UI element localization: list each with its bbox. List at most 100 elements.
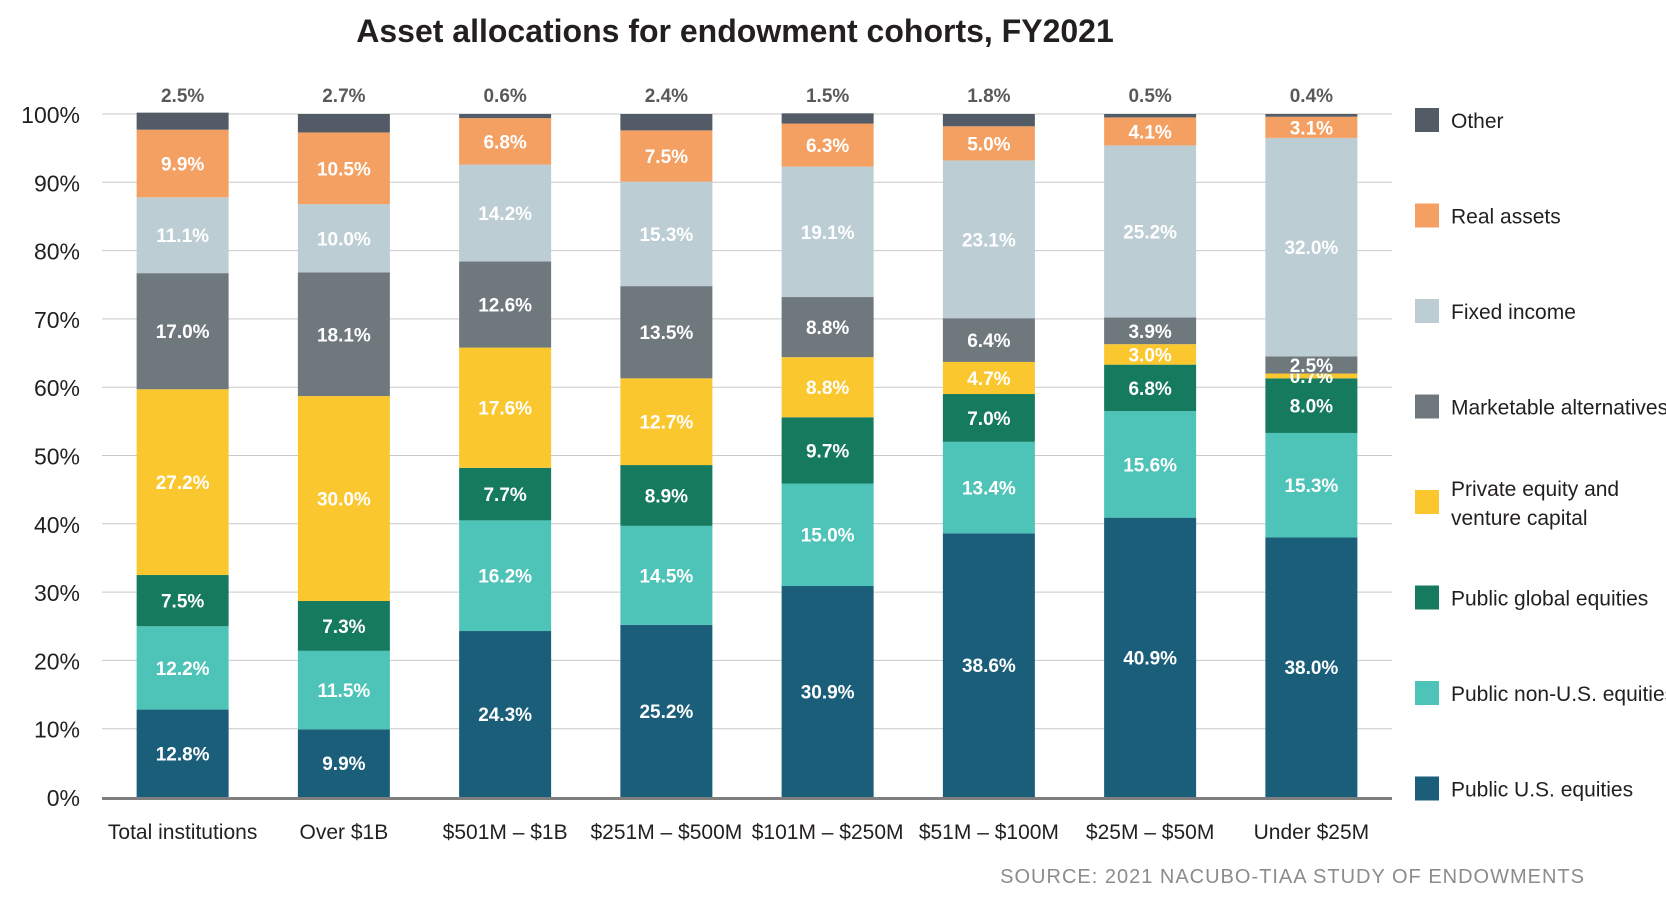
y-tick-label: 50% xyxy=(34,444,80,470)
data-label: 6.3% xyxy=(806,136,849,157)
data-label: 8.8% xyxy=(806,318,849,339)
bar-segment xyxy=(942,114,1035,127)
legend-swatch xyxy=(1415,108,1439,132)
bar-segment xyxy=(942,441,1035,534)
x-tick-label: Under $25M xyxy=(1254,821,1370,844)
bar-segment xyxy=(1104,517,1197,797)
data-label: 13.4% xyxy=(962,479,1016,500)
data-label: 11.5% xyxy=(317,681,370,702)
bar-segment xyxy=(781,123,874,167)
bar-segment xyxy=(620,525,713,625)
data-label: 18.1% xyxy=(317,325,371,346)
data-label: 4.1% xyxy=(1128,122,1171,143)
data-label: 14.2% xyxy=(478,204,532,225)
source-note: SOURCE: 2021 NACUBO-TIAA STUDY OF ENDOWM… xyxy=(1000,866,1585,888)
bar-segment xyxy=(297,729,390,797)
data-label: 40.9% xyxy=(1123,648,1177,669)
bar-segment xyxy=(942,361,1035,395)
y-tick-label: 70% xyxy=(34,307,80,333)
data-label: 6.4% xyxy=(967,331,1010,352)
bar-segment xyxy=(781,417,874,484)
data-label: 9.9% xyxy=(322,754,365,775)
legend-label: Real assets xyxy=(1451,206,1561,229)
data-label: 14.5% xyxy=(639,566,693,587)
y-tick-label: 80% xyxy=(34,239,80,265)
bar-segment xyxy=(1265,137,1358,357)
data-label: 15.3% xyxy=(1284,476,1338,497)
chart-title: Asset allocations for endowment cohorts,… xyxy=(356,13,1114,49)
data-label: 25.2% xyxy=(639,702,693,723)
bar-segment xyxy=(620,624,713,797)
bar-segment xyxy=(1265,114,1358,117)
x-tick-label: $25M – $50M xyxy=(1086,821,1214,844)
y-tick-label: 10% xyxy=(34,717,80,743)
y-axis: 0% 10% 20% 30% 40% 50% 60% 70% 80% 90% 100% xyxy=(21,102,1392,811)
bar-segment xyxy=(1265,356,1358,374)
bar-segment xyxy=(297,204,390,273)
y-tick-label: 100% xyxy=(21,102,80,128)
bar-segment xyxy=(781,113,874,124)
data-label: 8.8% xyxy=(806,378,849,399)
bar-segment xyxy=(136,575,229,627)
data-label: 4.7% xyxy=(967,369,1010,390)
legend-label: Other xyxy=(1451,110,1504,133)
y-tick-label: 30% xyxy=(34,580,80,606)
bar-segment xyxy=(136,129,229,198)
legend-swatch xyxy=(1415,203,1439,228)
data-label: 38.0% xyxy=(1284,658,1338,679)
bar-segment xyxy=(297,114,390,133)
data-label: 19.1% xyxy=(801,223,855,244)
bar-segment xyxy=(1265,537,1358,797)
legend-swatch xyxy=(1415,776,1439,801)
bar-segment xyxy=(136,197,229,274)
bar-segment xyxy=(459,467,552,521)
bar-segment xyxy=(781,297,874,358)
data-label: 7.5% xyxy=(161,592,204,613)
y-tick-label: 60% xyxy=(34,375,80,401)
data-label: 0.4% xyxy=(1290,86,1333,107)
data-label: 17.6% xyxy=(478,399,532,420)
data-label: 9.9% xyxy=(161,155,204,176)
bar-segment xyxy=(781,483,874,586)
data-label: 2.4% xyxy=(645,86,688,107)
bar-segment xyxy=(459,520,552,632)
data-label: 17.0% xyxy=(156,322,210,343)
bar-segment xyxy=(459,261,552,348)
bar-segment xyxy=(942,394,1035,442)
data-label: 6.8% xyxy=(1128,379,1171,400)
bar-segment xyxy=(1265,432,1358,538)
x-axis: Total institutions Over $1B $501M – $1B $25… xyxy=(108,821,1369,844)
data-label: 25.2% xyxy=(1123,222,1177,243)
legend-swatch xyxy=(1415,490,1439,514)
data-label: 24.3% xyxy=(478,705,532,726)
legend-label: Public global equities xyxy=(1451,588,1648,611)
x-tick-label: $51M – $100M xyxy=(919,821,1059,844)
data-label: 12.8% xyxy=(156,744,210,765)
bar-segment xyxy=(942,126,1035,161)
data-label: 8.0% xyxy=(1290,397,1333,418)
x-tick-label: $251M – $500M xyxy=(590,821,742,844)
data-label: 38.6% xyxy=(962,656,1016,677)
bar-segment xyxy=(1265,373,1358,379)
x-tick-label: Over $1B xyxy=(300,821,389,844)
legend-swatch xyxy=(1415,299,1439,323)
bar-segment xyxy=(620,465,713,526)
y-tick-label: 40% xyxy=(34,512,80,538)
bar-segment xyxy=(781,166,874,298)
x-tick-label: Total institutions xyxy=(108,821,257,844)
data-label: 23.1% xyxy=(962,230,1016,251)
legend-swatch xyxy=(1415,394,1439,419)
data-label: 7.7% xyxy=(483,485,526,506)
bar-segment xyxy=(1104,117,1197,146)
bars: 12.8% 12.2% 7.5% 27.2% 17.0% 11.1% 9.9% 2.5% 9.9… xyxy=(136,86,1358,797)
data-label: 30.0% xyxy=(317,490,371,511)
bar-segment xyxy=(297,272,390,397)
bar-segment xyxy=(1104,145,1197,318)
data-label: 8.9% xyxy=(645,486,688,507)
bar-segment xyxy=(1104,364,1197,412)
data-label: 7.3% xyxy=(322,617,365,638)
data-label: 27.2% xyxy=(156,473,210,494)
y-tick-label: 20% xyxy=(34,648,80,674)
data-label: 16.2% xyxy=(478,567,532,588)
